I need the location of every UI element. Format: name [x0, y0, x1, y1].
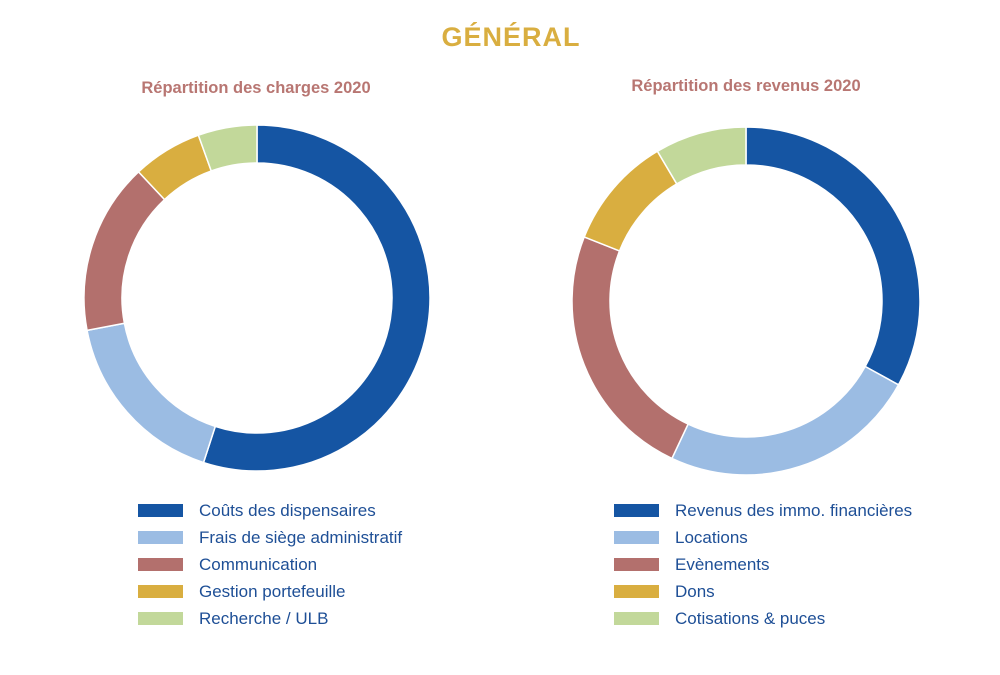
legend-item: Dons	[614, 578, 912, 605]
donut-slice	[83, 170, 166, 332]
legend-swatch	[138, 531, 183, 544]
donut-slice	[745, 126, 921, 386]
legend-item: Locations	[614, 524, 912, 551]
legend-item: Cotisations & puces	[614, 605, 912, 632]
legend-item: Revenus des immo. financières	[614, 497, 912, 524]
legend-swatch	[138, 504, 183, 517]
donut-slice	[202, 124, 431, 472]
charges-donut-chart	[83, 124, 431, 472]
legend-item: Evènements	[614, 551, 912, 578]
legend-swatch	[614, 558, 659, 571]
legend-item: Recherche / ULB	[138, 605, 402, 632]
legend-label: Locations	[675, 527, 748, 547]
page-title: GÉNÉRAL	[441, 22, 581, 52]
charges-legend: Coûts des dispensaires Frais de siège ad…	[138, 497, 402, 632]
legend-swatch	[138, 585, 183, 598]
legend-label: Recherche / ULB	[199, 608, 329, 628]
legend-label: Coûts des dispensaires	[199, 500, 376, 520]
legend-label: Revenus des immo. financières	[675, 500, 913, 520]
donut-slice	[86, 322, 217, 464]
legend-item: Gestion portefeuille	[138, 578, 402, 605]
legend-swatch	[614, 504, 659, 517]
charges-chart-title: Répartition des charges 2020	[141, 79, 371, 97]
donut-slice	[670, 365, 900, 476]
donut-slice	[583, 150, 678, 252]
revenus-chart-title: Répartition des revenus 2020	[631, 77, 861, 95]
revenus-donut-chart	[571, 126, 921, 476]
legend-label: Dons	[675, 581, 715, 601]
legend-item: Communication	[138, 551, 402, 578]
legend-swatch	[614, 612, 659, 625]
revenus-legend: Revenus des immo. financières Locations …	[614, 497, 912, 632]
donut-slice	[656, 126, 747, 185]
legend-label: Frais de siège administratif	[199, 527, 403, 547]
legend-swatch	[614, 585, 659, 598]
donut-slice	[571, 235, 690, 460]
legend-item: Frais de siège administratif	[138, 524, 402, 551]
legend-label: Evènements	[675, 554, 770, 574]
legend-item: Coûts des dispensaires	[138, 497, 402, 524]
legend-label: Gestion portefeuille	[199, 581, 346, 601]
legend-label: Communication	[199, 554, 318, 574]
legend-label: Cotisations & puces	[675, 608, 826, 628]
legend-swatch	[138, 558, 183, 571]
legend-swatch	[138, 612, 183, 625]
donut-slice	[197, 124, 258, 172]
legend-swatch	[614, 531, 659, 544]
